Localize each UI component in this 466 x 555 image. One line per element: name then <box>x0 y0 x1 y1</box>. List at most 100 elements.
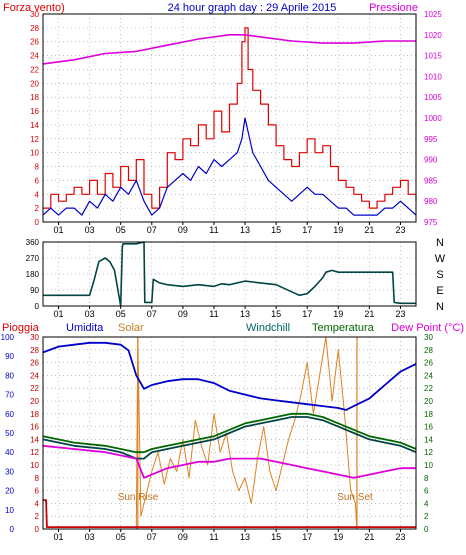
rain-y-tick-label: 20 <box>30 397 39 406</box>
pressure-y-ticks: 975 980 985 990 995 1000 1005 1010 1015 1020 1025 <box>424 10 442 227</box>
x-tick-label: 01 <box>54 532 64 542</box>
direction-y-tick-label: 180 <box>26 270 40 279</box>
rain-y-tick-label: 22 <box>30 384 39 393</box>
humidity-y-tick-label: 70 <box>5 391 14 400</box>
humidity-y-tick-label: 0 <box>10 525 15 534</box>
wind-y-tick-label: 8 <box>35 163 40 172</box>
x-tick-label: 19 <box>333 225 343 235</box>
pressure-axis-title: Pressione <box>369 2 418 14</box>
rain-y-tick-label: 28 <box>30 346 39 355</box>
x-tick-label: 11 <box>209 225 218 235</box>
x-tick-label: 13 <box>240 225 250 235</box>
x-tick-label: 09 <box>178 225 188 235</box>
temperature-y-tick-label: 16 <box>424 423 433 432</box>
pressure-y-tick-label: 985 <box>424 176 438 185</box>
rain-y-tick-label: 24 <box>30 371 39 380</box>
rain-y-tick-label: 2 <box>35 512 40 521</box>
x-tick-label: 13 <box>240 532 250 542</box>
x-tick-label: 23 <box>395 309 405 319</box>
sunrise-annotation: Sun Rise <box>118 492 159 503</box>
rain-y-tick-label: 6 <box>35 487 40 496</box>
x-tick-label: 11 <box>209 532 218 542</box>
solar-axis-title: Solar <box>118 322 144 334</box>
humidity-y-tick-label: 10 <box>5 506 14 515</box>
compass-label: E <box>436 285 443 297</box>
rain-y-tick-label: 26 <box>30 359 39 368</box>
temperature-y-tick-label: 14 <box>424 435 433 444</box>
humidity-y-ticks: 0 10 20 30 40 50 60 70 80 90 100 <box>1 333 15 534</box>
wind-y-tick-label: 16 <box>30 107 39 116</box>
humidity-axis-title: Umidita <box>66 322 104 334</box>
temperature-y-tick-label: 30 <box>424 333 433 342</box>
x-tick-label: 03 <box>85 532 95 542</box>
x-tick-label: 21 <box>364 309 374 319</box>
wind-y-tick-label: 24 <box>30 52 39 61</box>
humidity-y-tick-label: 100 <box>1 333 15 342</box>
rain-axis-title: Pioggia <box>2 322 40 334</box>
temperature-y-tick-label: 20 <box>424 397 433 406</box>
wind-axis-title: Forza vento) <box>3 2 65 14</box>
x-tick-label: 21 <box>364 225 374 235</box>
temperature-y-tick-label: 24 <box>424 371 433 380</box>
x-tick-label: 07 <box>147 225 157 235</box>
rain-y-tick-label: 16 <box>30 423 39 432</box>
direction-y-tick-label: 270 <box>26 254 40 263</box>
x-tick-label: 21 <box>364 532 374 542</box>
wind-line <box>42 117 417 216</box>
compass-label: S <box>436 269 443 281</box>
pressure-y-tick-label: 990 <box>424 156 438 165</box>
x-tick-label: 11 <box>209 309 218 319</box>
pressure-line <box>42 33 416 65</box>
temperature-grid <box>43 337 416 529</box>
wind-y-tick-label: 28 <box>30 24 39 33</box>
temperature-y-tick-label: 0 <box>424 525 429 534</box>
wind-y-tick-label: 30 <box>30 10 39 19</box>
wind-y-tick-label: 0 <box>35 218 40 227</box>
x-tick-label: 15 <box>271 309 281 319</box>
humidity-y-tick-label: 80 <box>5 371 14 380</box>
temperature-series <box>42 336 417 530</box>
pressure-y-tick-label: 1005 <box>424 93 442 102</box>
temperature-legend: Temperatura <box>312 322 375 334</box>
temperature-y-tick-label: 18 <box>424 410 433 419</box>
x-tick-label: 09 <box>178 532 188 542</box>
temperature-y-tick-label: 22 <box>424 384 433 393</box>
humidity-y-tick-label: 60 <box>5 410 14 419</box>
pressure-y-tick-label: 975 <box>424 218 438 227</box>
x-tick-label: 01 <box>54 309 64 319</box>
x-tick-label: 03 <box>85 309 95 319</box>
wind-y-tick-label: 18 <box>30 93 39 102</box>
pressure-y-tick-label: 1025 <box>424 10 442 19</box>
x-tick-label: 15 <box>271 225 281 235</box>
pressure-y-tick-label: 1000 <box>424 114 442 123</box>
rain-y-tick-label: 0 <box>35 525 40 534</box>
pressure-y-tick-label: 1020 <box>424 31 442 40</box>
rain-y-tick-label: 12 <box>30 448 39 457</box>
wind-y-tick-label: 26 <box>30 38 39 47</box>
x-tick-label: 13 <box>240 309 250 319</box>
humidity-y-tick-label: 40 <box>5 448 14 457</box>
temperature-line <box>42 412 417 454</box>
dewpoint-line <box>42 444 416 479</box>
x-tick-label: 17 <box>302 532 312 542</box>
humidity-y-tick-label: 50 <box>5 429 14 438</box>
rain-y-tick-label: 30 <box>30 333 39 342</box>
gust-line <box>43 27 417 209</box>
x-tick-label: 05 <box>116 309 126 319</box>
compass-label: W <box>435 253 446 265</box>
sunset-annotation: Sun Set <box>337 492 373 503</box>
wind-y-tick-label: 2 <box>35 204 40 213</box>
temperature-y-tick-label: 28 <box>424 346 433 355</box>
x-tick-label: 17 <box>302 225 312 235</box>
direction-y-tick-label: 90 <box>30 286 39 295</box>
wind-y-tick-label: 4 <box>35 190 40 199</box>
x-tick-label: 07 <box>147 309 157 319</box>
temperature-y-tick-label: 10 <box>424 461 433 470</box>
